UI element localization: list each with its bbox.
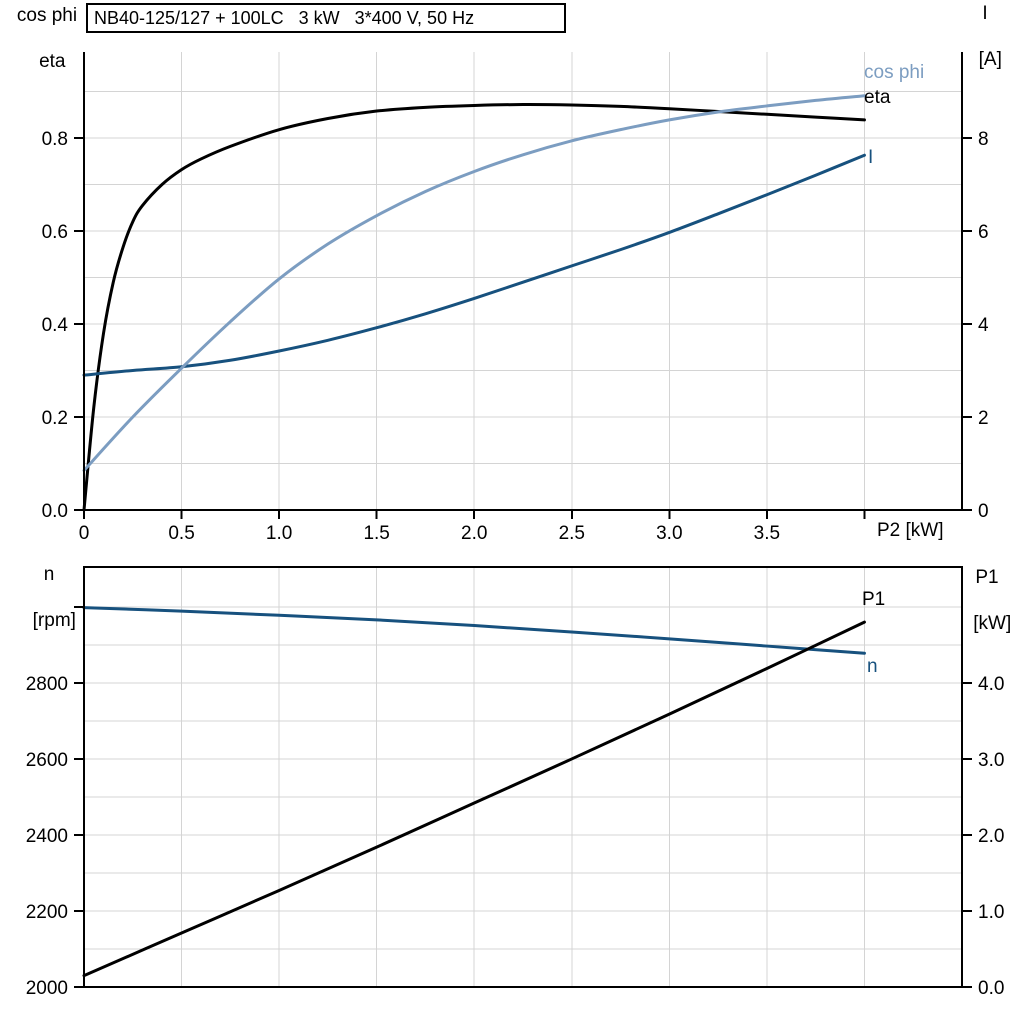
axis-title-current-unit: [A]: [978, 49, 1002, 70]
bottom-right-axis-title: P1 [kW]: [957, 566, 1017, 635]
bottom-left-axis-title: n [rpm]: [9, 563, 89, 632]
x-tick-label: 3.0: [656, 523, 682, 544]
n-curve: [82, 606, 866, 655]
x-tick-label: 2.5: [559, 523, 585, 544]
axis-title-p1-unit: [kW]: [973, 613, 1012, 634]
right-tick-label: 0: [978, 501, 989, 522]
axis-title-n: n: [43, 564, 55, 585]
axis-title-n-unit: [rpm]: [32, 610, 76, 631]
right-tick-label: 4.0: [978, 674, 1004, 695]
right-tick-label: 6: [978, 222, 989, 243]
curve-label-current: I: [868, 147, 874, 168]
top-right-axis-title: I [A]: [955, 2, 1015, 71]
left-tick-label: 2200: [26, 902, 68, 923]
curve-label-p1: P1: [862, 589, 886, 610]
left-tick-label: 0.2: [42, 408, 68, 429]
curve-label-eta: eta: [864, 87, 891, 108]
left-tick-label: 0.0: [42, 501, 68, 522]
x-tick-label: 0.5: [168, 523, 194, 544]
x-axis-label-p2: P2 [kW]: [877, 520, 944, 541]
top-left-axis-title: cos phi eta: [5, 4, 89, 73]
axis-title-current: I: [982, 3, 988, 24]
curve-label-cos-phi: cos phi: [864, 62, 925, 83]
chart-title: NB40-125/127 + 100LC 3 kW 3*400 V, 50 Hz: [86, 3, 566, 33]
x-tick-label: 3.5: [754, 523, 780, 544]
x-tick-label: 0: [79, 523, 90, 544]
right-tick-label: 1.0: [978, 902, 1004, 923]
x-tick-label: 1.5: [363, 523, 389, 544]
axis-title-cos-phi: cos phi: [16, 5, 78, 26]
curve-label-n: n: [867, 656, 878, 677]
x-tick-label: 2.0: [461, 523, 487, 544]
right-tick-label: 2: [978, 408, 989, 429]
left-tick-label: 0.6: [42, 222, 68, 243]
left-tick-label: 2800: [26, 674, 68, 695]
left-tick-label: 2600: [26, 750, 68, 771]
axis-title-p1: P1: [975, 567, 999, 588]
left-tick-label: 0.4: [42, 315, 69, 336]
right-tick-label: 4: [978, 315, 989, 336]
p1-curve: [82, 620, 866, 978]
right-tick-label: 0.0: [978, 978, 1004, 999]
cos-phi-curve: [82, 94, 866, 472]
i-curve: [82, 153, 866, 377]
eta-curve: [82, 103, 866, 512]
left-tick-label: 0.8: [42, 129, 68, 150]
right-tick-label: 8: [978, 129, 989, 150]
left-tick-label: 2400: [26, 826, 68, 847]
x-tick-label: 1.0: [266, 523, 292, 544]
axis-title-eta: eta: [39, 51, 66, 72]
right-tick-label: 3.0: [978, 750, 1004, 771]
right-tick-label: 2.0: [978, 826, 1004, 847]
left-tick-label: 2000: [26, 978, 68, 999]
